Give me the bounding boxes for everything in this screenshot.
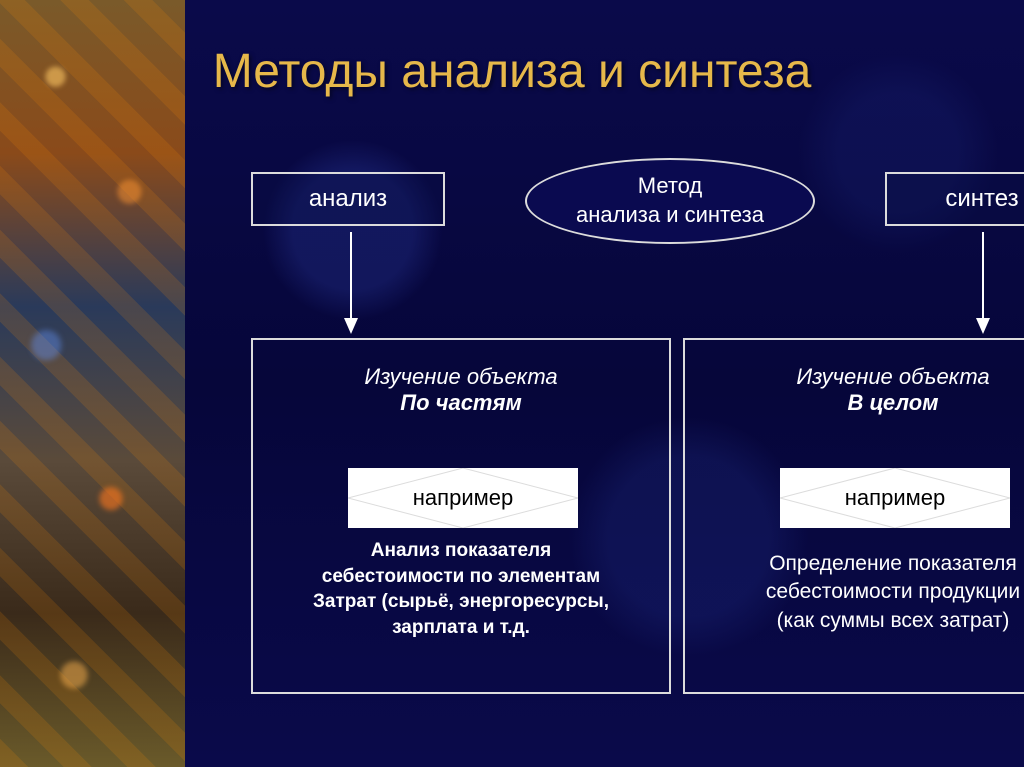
diamond-left-label: например	[413, 485, 513, 511]
diamond-left: например	[348, 468, 578, 528]
block-synthesis-detail: Изучение объекта В целом например Опреде…	[683, 338, 1024, 694]
synthesis-example: Определение показателя себестоимости про…	[685, 550, 1024, 635]
block-analysis-detail: Изучение объекта По частям например Анал…	[251, 338, 671, 694]
diamond-right: например	[780, 468, 1010, 528]
diamond-right-label: например	[845, 485, 945, 511]
analysis-ex-l4: зарплата и т.д.	[392, 617, 530, 638]
synthesis-ex-l1: Определение показателя	[769, 552, 1017, 575]
analysis-ex-l1: Анализ показателя	[371, 540, 551, 561]
analysis-desc-line1: Изучение объекта	[364, 364, 557, 389]
arrow-right	[973, 232, 993, 336]
analysis-ex-l2: себестоимости по элементам	[322, 566, 600, 587]
synthesis-ex-l3: (как суммы всех затрат)	[777, 609, 1010, 632]
analysis-ex-l3: Затрат (сырьё, энергоресурсы,	[313, 591, 609, 612]
synthesis-desc-line2: В целом	[848, 390, 939, 415]
analysis-desc: Изучение объекта По частям	[253, 364, 669, 416]
synthesis-desc: Изучение объекта В целом	[685, 364, 1024, 416]
node-analysis: анализ	[251, 172, 445, 226]
center-line2: анализа и синтеза	[576, 201, 764, 230]
node-synthesis: синтез	[885, 172, 1024, 226]
decorative-sidebar	[0, 0, 185, 767]
node-method-center: Метод анализа и синтеза	[525, 158, 815, 244]
arrow-left	[341, 232, 361, 336]
synthesis-ex-l2: себестоимости продукции	[766, 580, 1020, 603]
synthesis-desc-line1: Изучение объекта	[796, 364, 989, 389]
diagram-area: анализ Метод анализа и синтеза синтез Из…	[185, 0, 1024, 767]
center-line1: Метод	[638, 172, 703, 201]
analysis-desc-line2: По частям	[400, 390, 521, 415]
analysis-example: Анализ показателя себестоимости по элеме…	[253, 538, 669, 641]
